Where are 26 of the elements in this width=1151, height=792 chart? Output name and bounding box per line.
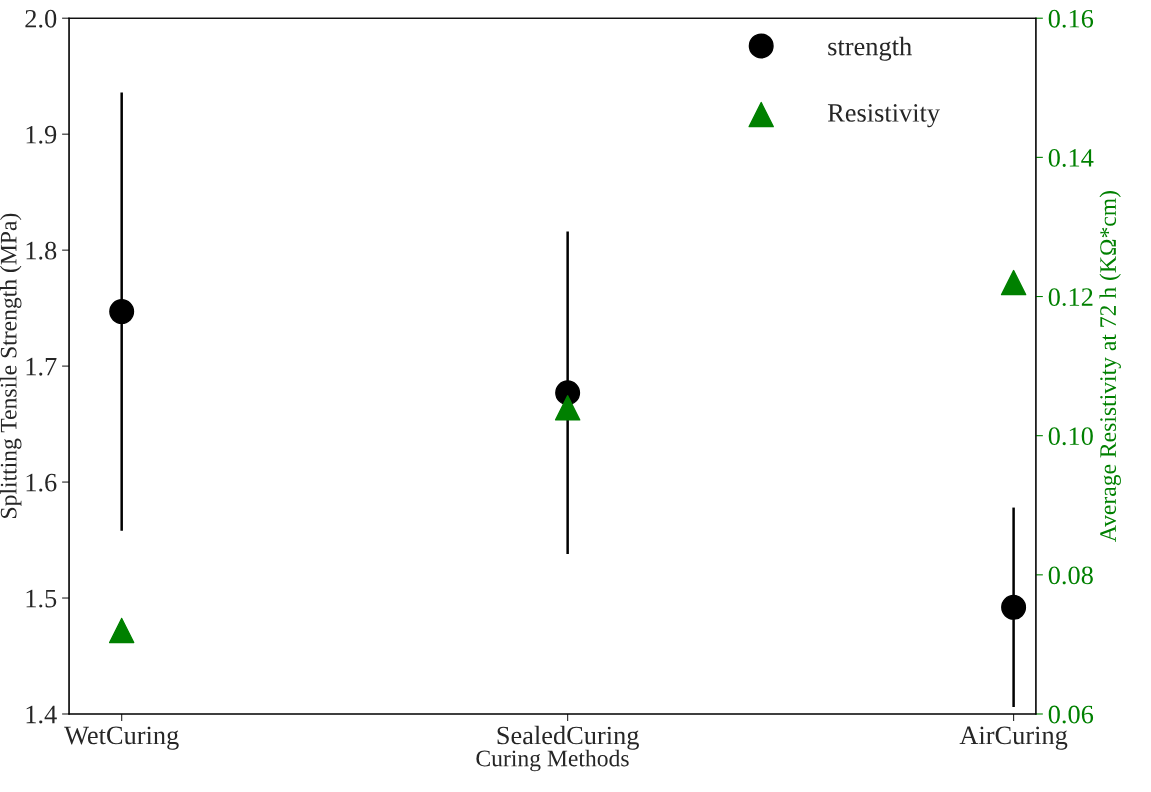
x-tick-label: WetCuring [64, 726, 179, 750]
point [1001, 594, 1027, 620]
y-tick-label: 1.7 [26, 357, 57, 376]
y-tick-label: 1.9 [26, 125, 57, 144]
y2-tick-label: 0.14 [1048, 148, 1094, 167]
y2-tick-label: 0.08 [1048, 566, 1093, 585]
y2-axis-title: Average Resistivity at 72 h (KΩ*cm) [1099, 191, 1121, 542]
y-tick-label: 1.4 [26, 705, 57, 724]
legend-label: Resistivity [827, 104, 940, 128]
y-tick-label: 1.5 [26, 589, 57, 608]
point [1000, 269, 1027, 296]
y2-tick-label: 0.12 [1048, 288, 1093, 307]
y-tick-label: 1.8 [26, 241, 57, 260]
x-axis-title: Curing Methods [476, 749, 629, 772]
x-tick-label: SealedCuring [497, 725, 639, 750]
point [109, 299, 135, 325]
y2-tick-label: 0.06 [1048, 705, 1094, 724]
y2-tick-label: 0.10 [1048, 427, 1093, 446]
point [108, 617, 135, 644]
x-tick-label: AirCuring [959, 726, 1068, 750]
point [554, 395, 581, 421]
y-tick-label: 2.0 [25, 9, 57, 28]
y2-tick-label: 0.16 [1048, 9, 1094, 28]
y-tick-label: 1.6 [26, 473, 57, 492]
y-axis-title: Splitting Tensile Strength (MPa) [0, 213, 22, 518]
legend-label: strength [828, 36, 912, 61]
